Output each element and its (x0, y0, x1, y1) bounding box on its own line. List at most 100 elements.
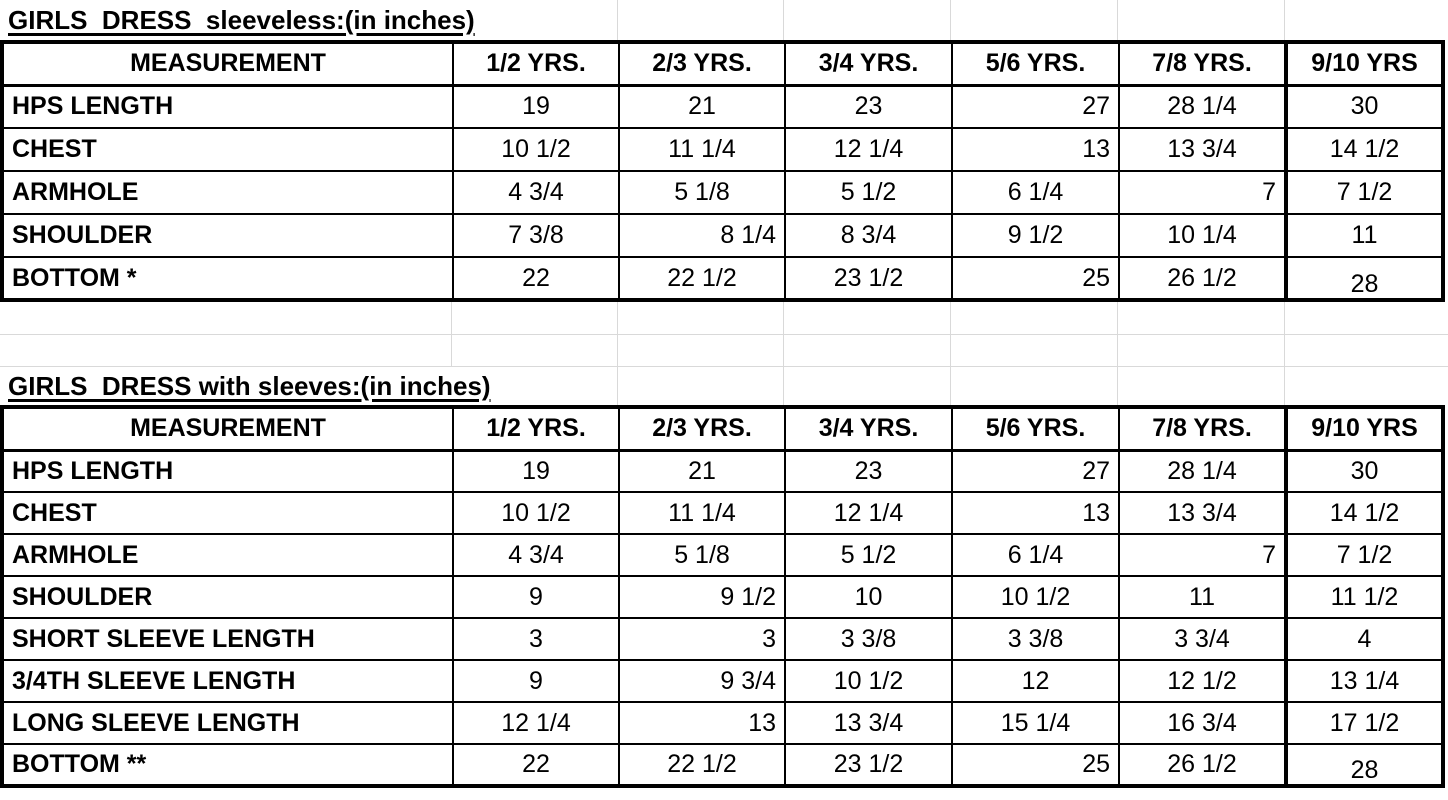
measurement-cell[interactable]: 9 1/2 (951, 213, 1120, 258)
measurement-cell[interactable]: 25 (951, 743, 1120, 787)
measurement-cell[interactable]: 6 1/4 (951, 533, 1120, 577)
measurement-cell[interactable]: 23 (784, 84, 953, 129)
measurement-cell[interactable]: 30 (1284, 449, 1444, 493)
measurement-cell[interactable]: 3 3/8 (951, 617, 1120, 661)
row-label[interactable]: HPS LENGTH (1, 84, 454, 129)
size-column-header[interactable]: 3/4 YRS. (784, 41, 953, 87)
measurement-cell[interactable]: 13 (951, 491, 1120, 535)
measurement-cell[interactable]: 22 1/2 (618, 743, 786, 787)
measurement-cell[interactable]: 14 1/2 (1284, 127, 1444, 172)
measurement-cell[interactable]: 10 1/4 (1118, 213, 1287, 258)
measurement-cell[interactable]: 5 1/2 (784, 533, 953, 577)
size-column-header[interactable]: 5/6 YRS. (951, 406, 1120, 452)
measurement-cell[interactable]: 7 (1118, 533, 1287, 577)
row-label[interactable]: SHOULDER (1, 575, 454, 619)
measurement-cell[interactable]: 13 3/4 (784, 701, 953, 745)
measurement-cell[interactable]: 21 (618, 449, 786, 493)
size-column-header[interactable]: 7/8 YRS. (1118, 41, 1287, 87)
size-column-header[interactable]: 1/2 YRS. (452, 41, 620, 87)
measurement-cell[interactable]: 11 1/4 (618, 127, 786, 172)
row-label[interactable]: SHOULDER (1, 213, 454, 258)
measurement-cell[interactable]: 27 (951, 84, 1120, 129)
measurement-cell[interactable]: 3 (618, 617, 786, 661)
measurement-cell[interactable]: 23 1/2 (784, 256, 953, 301)
row-label[interactable]: BOTTOM * (1, 256, 454, 301)
measurement-cell[interactable]: 17 1/2 (1284, 701, 1444, 745)
measurement-cell[interactable]: 7 3/8 (452, 213, 620, 258)
row-label[interactable]: CHEST (1, 491, 454, 535)
measurement-cell[interactable]: 6 1/4 (951, 170, 1120, 215)
measurement-cell[interactable]: 11 (1118, 575, 1287, 619)
measurement-cell[interactable]: 9 3/4 (618, 659, 786, 703)
measurement-cell[interactable]: 12 1/4 (784, 127, 953, 172)
size-column-header[interactable]: 9/10 YRS (1284, 41, 1444, 87)
measurement-cell[interactable]: 22 (452, 743, 620, 787)
measurement-cell[interactable]: 23 (784, 449, 953, 493)
row-label[interactable]: CHEST (1, 127, 454, 172)
size-column-header[interactable]: 2/3 YRS. (618, 41, 786, 87)
measurement-cell[interactable]: 27 (951, 449, 1120, 493)
measurement-cell[interactable]: 21 (618, 84, 786, 129)
measurement-cell[interactable]: 7 1/2 (1284, 170, 1444, 215)
measurement-cell[interactable]: 11 1/4 (618, 491, 786, 535)
measurement-cell[interactable]: 11 1/2 (1284, 575, 1444, 619)
measurement-cell[interactable]: 8 1/4 (618, 213, 786, 258)
measurement-cell[interactable]: 22 (452, 256, 620, 301)
measurement-cell[interactable]: 3 3/4 (1118, 617, 1287, 661)
measurement-cell[interactable]: 28 1/4 (1118, 449, 1287, 493)
row-label[interactable]: ARMHOLE (1, 170, 454, 215)
measurement-cell[interactable]: 8 3/4 (784, 213, 953, 258)
measurement-cell[interactable]: 10 1/2 (452, 127, 620, 172)
measurement-cell[interactable]: 3 (452, 617, 620, 661)
measurement-cell[interactable]: 28 (1284, 743, 1444, 787)
measurement-cell[interactable]: 26 1/2 (1118, 256, 1287, 301)
row-label[interactable]: LONG SLEEVE LENGTH (1, 701, 454, 745)
measurement-cell[interactable]: 16 3/4 (1118, 701, 1287, 745)
measurement-cell[interactable]: 28 (1284, 256, 1444, 301)
measurement-cell[interactable]: 11 (1284, 213, 1444, 258)
measurement-column-header[interactable]: MEASUREMENT (1, 41, 454, 87)
measurement-cell[interactable]: 4 3/4 (452, 533, 620, 577)
row-label[interactable]: ARMHOLE (1, 533, 454, 577)
measurement-cell[interactable]: 15 1/4 (951, 701, 1120, 745)
measurement-cell[interactable]: 22 1/2 (618, 256, 786, 301)
measurement-cell[interactable]: 12 1/2 (1118, 659, 1287, 703)
measurement-cell[interactable]: 19 (452, 84, 620, 129)
measurement-cell[interactable]: 4 (1284, 617, 1444, 661)
measurement-cell[interactable]: 9 (452, 659, 620, 703)
measurement-cell[interactable]: 23 1/2 (784, 743, 953, 787)
measurement-cell[interactable]: 5 1/8 (618, 170, 786, 215)
measurement-cell[interactable]: 13 (951, 127, 1120, 172)
row-label[interactable]: HPS LENGTH (1, 449, 454, 493)
measurement-cell[interactable]: 26 1/2 (1118, 743, 1287, 787)
measurement-cell[interactable]: 3 3/8 (784, 617, 953, 661)
measurement-cell[interactable]: 7 (1118, 170, 1287, 215)
size-column-header[interactable]: 7/8 YRS. (1118, 406, 1287, 452)
measurement-column-header[interactable]: MEASUREMENT (1, 406, 454, 452)
measurement-cell[interactable]: 10 1/2 (452, 491, 620, 535)
measurement-cell[interactable]: 7 1/2 (1284, 533, 1444, 577)
measurement-cell[interactable]: 25 (951, 256, 1120, 301)
measurement-cell[interactable]: 10 1/2 (951, 575, 1120, 619)
measurement-cell[interactable]: 13 1/4 (1284, 659, 1444, 703)
measurement-cell[interactable]: 28 1/4 (1118, 84, 1287, 129)
row-label[interactable]: BOTTOM ** (1, 743, 454, 787)
measurement-cell[interactable]: 4 3/4 (452, 170, 620, 215)
measurement-cell[interactable]: 19 (452, 449, 620, 493)
size-column-header[interactable]: 5/6 YRS. (951, 41, 1120, 87)
size-column-header[interactable]: 3/4 YRS. (784, 406, 953, 452)
measurement-cell[interactable]: 9 (452, 575, 620, 619)
measurement-cell[interactable]: 13 (618, 701, 786, 745)
size-column-header[interactable]: 1/2 YRS. (452, 406, 620, 452)
measurement-cell[interactable]: 12 1/4 (452, 701, 620, 745)
measurement-cell[interactable]: 10 (784, 575, 953, 619)
measurement-cell[interactable]: 5 1/8 (618, 533, 786, 577)
measurement-cell[interactable]: 14 1/2 (1284, 491, 1444, 535)
row-label[interactable]: SHORT SLEEVE LENGTH (1, 617, 454, 661)
measurement-cell[interactable]: 5 1/2 (784, 170, 953, 215)
measurement-cell[interactable]: 9 1/2 (618, 575, 786, 619)
measurement-cell[interactable]: 13 3/4 (1118, 127, 1287, 172)
measurement-cell[interactable]: 12 (951, 659, 1120, 703)
size-column-header[interactable]: 9/10 YRS (1284, 406, 1444, 452)
measurement-cell[interactable]: 10 1/2 (784, 659, 953, 703)
